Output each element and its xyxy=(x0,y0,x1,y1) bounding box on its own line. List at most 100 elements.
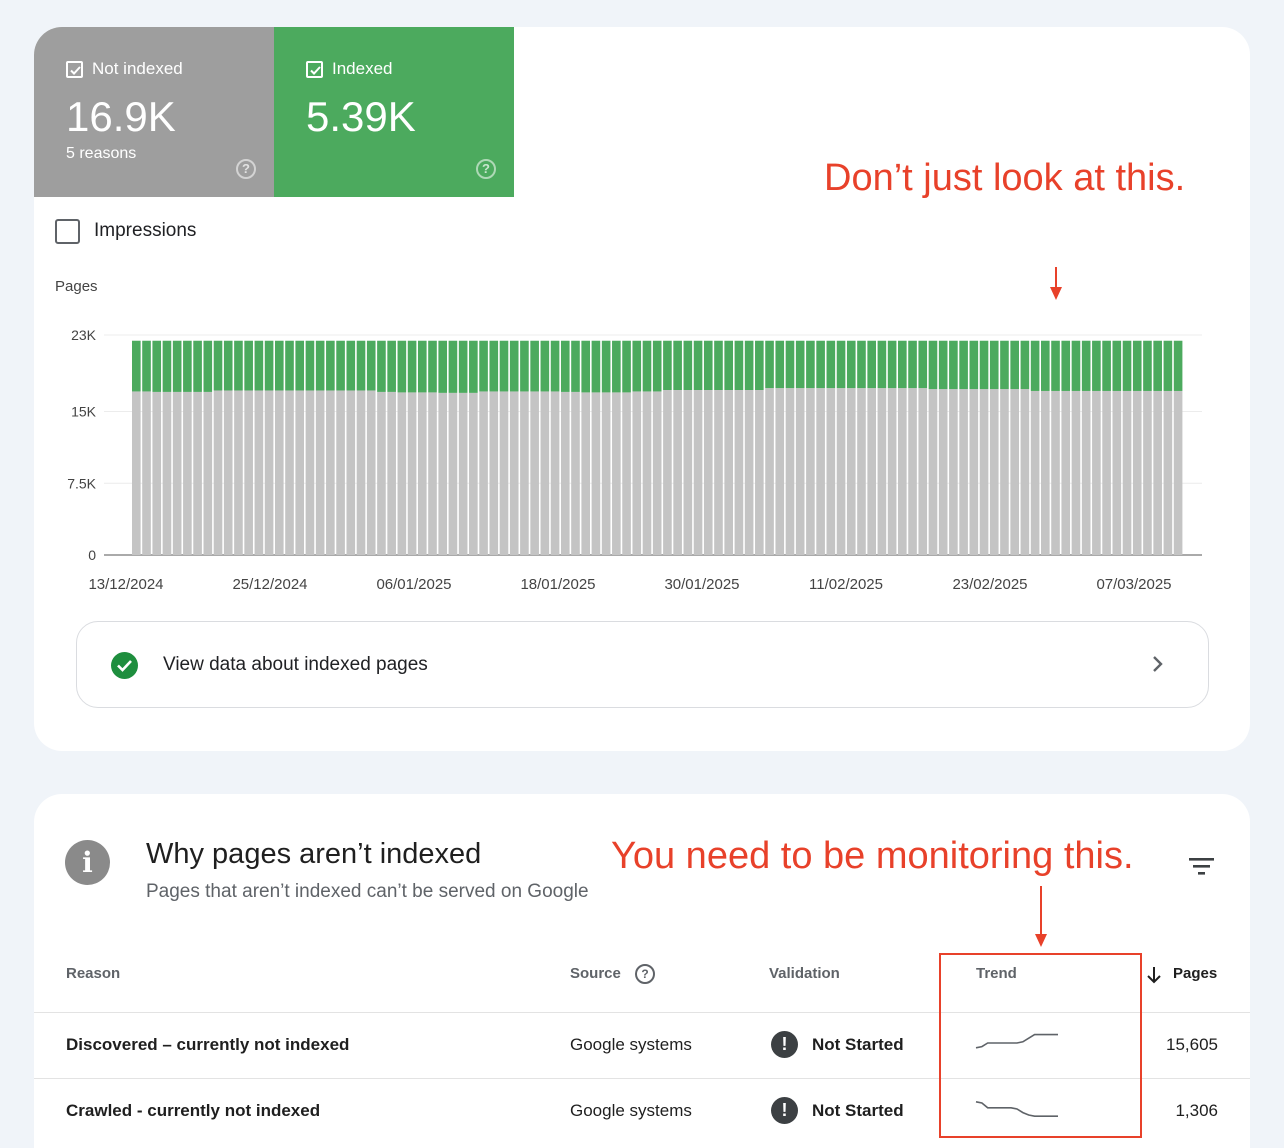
bar-indexed[interactable] xyxy=(785,340,795,389)
bar-indexed[interactable] xyxy=(162,340,172,392)
bar-not-indexed[interactable] xyxy=(857,388,866,555)
bar-indexed[interactable] xyxy=(132,340,141,392)
bar-indexed[interactable] xyxy=(356,340,366,391)
bar-not-indexed[interactable] xyxy=(795,388,805,555)
bar-not-indexed[interactable] xyxy=(1153,390,1162,555)
bar-not-indexed[interactable] xyxy=(663,390,672,555)
bar-indexed[interactable] xyxy=(703,340,713,390)
bar-not-indexed[interactable] xyxy=(458,392,468,555)
bar-not-indexed[interactable] xyxy=(1010,389,1019,555)
bar-not-indexed[interactable] xyxy=(530,391,539,555)
bar-indexed[interactable] xyxy=(1132,340,1142,391)
bar-indexed[interactable] xyxy=(632,340,642,392)
bar-not-indexed[interactable] xyxy=(213,390,223,555)
bar-not-indexed[interactable] xyxy=(775,388,785,555)
bar-indexed[interactable] xyxy=(1112,340,1122,391)
bar-indexed[interactable] xyxy=(520,340,529,392)
arrow-down-icon[interactable] xyxy=(1146,966,1162,984)
bar-indexed[interactable] xyxy=(295,340,305,391)
bar-not-indexed[interactable] xyxy=(1173,390,1183,555)
bar-indexed[interactable] xyxy=(1010,340,1019,390)
bar-indexed[interactable] xyxy=(979,340,989,390)
bar-not-indexed[interactable] xyxy=(969,389,979,555)
bar-not-indexed[interactable] xyxy=(938,389,948,555)
bar-not-indexed[interactable] xyxy=(755,390,764,555)
bar-indexed[interactable] xyxy=(683,340,693,390)
view-indexed-pages-link[interactable]: View data about indexed pages xyxy=(76,621,1209,708)
bar-not-indexed[interactable] xyxy=(1041,390,1050,555)
bar-not-indexed[interactable] xyxy=(469,392,478,555)
bar-indexed[interactable] xyxy=(571,340,580,392)
bar-indexed[interactable] xyxy=(1071,340,1081,391)
bar-indexed[interactable] xyxy=(458,340,468,393)
bar-not-indexed[interactable] xyxy=(1020,389,1030,555)
bar-indexed[interactable] xyxy=(448,340,458,393)
bar-indexed[interactable] xyxy=(315,340,325,391)
bar-indexed[interactable] xyxy=(755,340,764,390)
bar-not-indexed[interactable] xyxy=(734,390,744,555)
bar-not-indexed[interactable] xyxy=(336,390,345,555)
bar-not-indexed[interactable] xyxy=(479,391,488,555)
bar-indexed[interactable] xyxy=(244,340,253,391)
bar-indexed[interactable] xyxy=(877,340,887,389)
bar-not-indexed[interactable] xyxy=(377,391,386,555)
bar-indexed[interactable] xyxy=(305,340,315,391)
bar-not-indexed[interactable] xyxy=(305,390,315,555)
bar-indexed[interactable] xyxy=(1041,340,1050,391)
bar-not-indexed[interactable] xyxy=(887,388,897,555)
bar-not-indexed[interactable] xyxy=(1081,390,1091,555)
bar-not-indexed[interactable] xyxy=(612,392,621,555)
bar-indexed[interactable] xyxy=(714,340,723,390)
bar-indexed[interactable] xyxy=(172,340,182,392)
bar-indexed[interactable] xyxy=(1122,340,1132,391)
bar-not-indexed[interactable] xyxy=(806,388,815,555)
bar-indexed[interactable] xyxy=(1102,340,1111,391)
bar-indexed[interactable] xyxy=(673,340,682,390)
bar-not-indexed[interactable] xyxy=(1051,390,1060,555)
bar-not-indexed[interactable] xyxy=(274,390,284,555)
bar-indexed[interactable] xyxy=(377,340,386,392)
bar-not-indexed[interactable] xyxy=(601,392,611,555)
bar-not-indexed[interactable] xyxy=(295,390,305,555)
bar-not-indexed[interactable] xyxy=(898,388,907,555)
bar-not-indexed[interactable] xyxy=(183,391,192,555)
bar-indexed[interactable] xyxy=(183,340,192,392)
bar-not-indexed[interactable] xyxy=(908,388,917,555)
bar-not-indexed[interactable] xyxy=(489,391,499,555)
bar-indexed[interactable] xyxy=(928,340,938,390)
bar-indexed[interactable] xyxy=(193,340,202,392)
bar-not-indexed[interactable] xyxy=(264,390,274,555)
bar-not-indexed[interactable] xyxy=(826,388,836,555)
bar-indexed[interactable] xyxy=(969,340,979,390)
bar-indexed[interactable] xyxy=(1153,340,1162,391)
bar-not-indexed[interactable] xyxy=(744,390,754,555)
bar-not-indexed[interactable] xyxy=(346,390,356,555)
bar-not-indexed[interactable] xyxy=(877,388,887,555)
bar-not-indexed[interactable] xyxy=(560,391,570,555)
bar-not-indexed[interactable] xyxy=(172,391,182,555)
bar-not-indexed[interactable] xyxy=(652,391,662,555)
bar-indexed[interactable] xyxy=(591,340,601,393)
bar-indexed[interactable] xyxy=(1030,340,1040,391)
bar-not-indexed[interactable] xyxy=(918,388,928,555)
bar-not-indexed[interactable] xyxy=(1132,390,1142,555)
bar-indexed[interactable] xyxy=(234,340,243,391)
bar-not-indexed[interactable] xyxy=(152,391,162,555)
bar-not-indexed[interactable] xyxy=(846,388,856,555)
bar-indexed[interactable] xyxy=(142,340,151,392)
bar-not-indexed[interactable] xyxy=(540,391,550,555)
bar-indexed[interactable] xyxy=(254,340,264,391)
bar-indexed[interactable] xyxy=(857,340,866,389)
bar-not-indexed[interactable] xyxy=(591,392,601,555)
bar-indexed[interactable] xyxy=(326,340,335,391)
bar-indexed[interactable] xyxy=(887,340,897,389)
bar-not-indexed[interactable] xyxy=(836,388,846,555)
bar-not-indexed[interactable] xyxy=(949,389,958,555)
bar-indexed[interactable] xyxy=(550,340,560,392)
impressions-checkbox[interactable] xyxy=(55,219,80,244)
checkbox-checked-icon[interactable] xyxy=(306,61,323,78)
bar-not-indexed[interactable] xyxy=(581,392,591,555)
bar-not-indexed[interactable] xyxy=(571,391,580,555)
bar-indexed[interactable] xyxy=(1020,340,1030,390)
bar-not-indexed[interactable] xyxy=(285,390,294,555)
